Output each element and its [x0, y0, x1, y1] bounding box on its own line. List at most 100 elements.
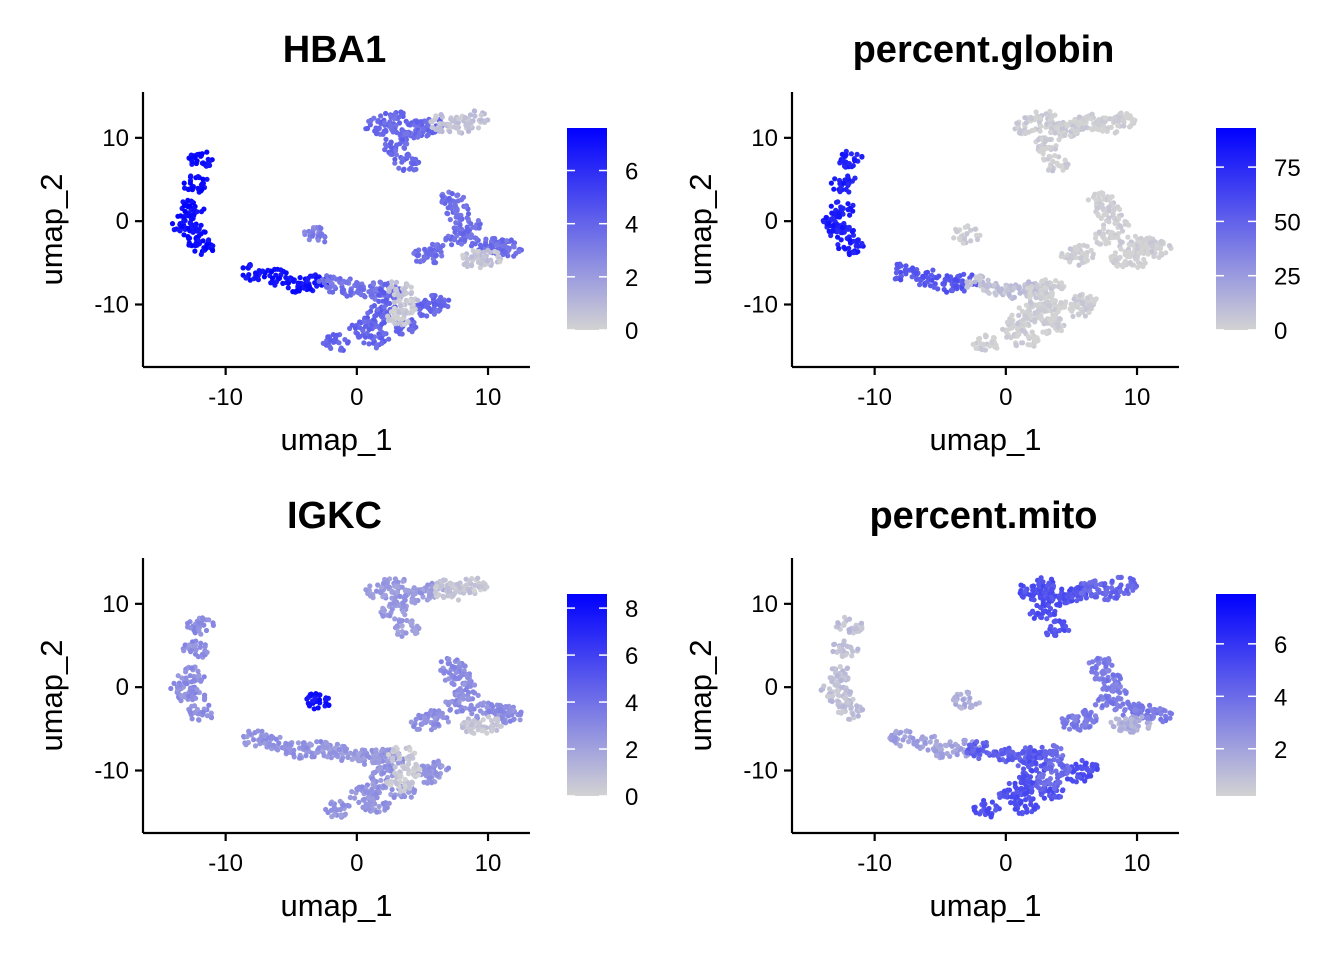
cell-point: [429, 293, 435, 299]
cell-point: [1051, 619, 1057, 625]
cell-point: [182, 208, 188, 214]
cell-point: [195, 185, 201, 191]
cell-point: [1115, 672, 1121, 678]
cell-point: [322, 239, 328, 245]
cell-point: [185, 225, 191, 231]
cell-point: [467, 590, 473, 596]
cell-point: [452, 229, 458, 235]
cell-point: [1109, 585, 1115, 591]
cell-point: [999, 751, 1005, 757]
cell-point: [386, 285, 393, 291]
cell-point: [360, 328, 366, 334]
y-axis-title: umap_2: [683, 173, 718, 285]
cell-point: [460, 252, 466, 258]
cell-point: [470, 248, 476, 254]
cell-point: [1088, 247, 1094, 253]
cell-point: [1033, 114, 1039, 120]
cell-point: [475, 259, 482, 265]
cell-point: [1070, 778, 1076, 784]
cell-point: [1038, 314, 1044, 320]
y-tick-label: -10: [743, 292, 778, 319]
cell-point: [367, 288, 373, 295]
cell-point: [841, 163, 848, 169]
cell-point: [837, 189, 843, 195]
cell-point: [1125, 234, 1131, 240]
cell-point: [942, 742, 948, 748]
cell-point: [1117, 684, 1123, 690]
cell-point: [295, 281, 301, 288]
cell-point: [473, 253, 479, 259]
cell-point: [964, 279, 970, 285]
cell-point: [1019, 593, 1025, 599]
cell-point: [974, 739, 980, 745]
cell-point: [365, 318, 371, 325]
cell-point: [1082, 313, 1088, 319]
cell-point: [371, 303, 377, 309]
cell-point: [469, 711, 475, 717]
cell-point: [371, 783, 377, 789]
cell-point: [208, 710, 214, 716]
cell-point: [445, 765, 452, 771]
cell-point: [1100, 232, 1106, 238]
cell-point: [1073, 254, 1079, 261]
cell-point: [842, 614, 848, 620]
cell-point: [377, 279, 383, 285]
cell-point: [262, 740, 268, 746]
cell-point: [402, 321, 408, 327]
cell-point: [493, 242, 499, 248]
cell-point: [511, 244, 517, 250]
cell-point: [404, 154, 410, 160]
cell-point: [415, 253, 421, 259]
cell-point: [1087, 580, 1093, 586]
cell-point: [922, 740, 928, 746]
cell-point: [1057, 316, 1063, 322]
cell-point: [358, 284, 364, 290]
cell-point: [1004, 319, 1010, 325]
cell-point: [1040, 579, 1046, 585]
cell-point: [1073, 586, 1079, 592]
cell-point: [392, 156, 398, 162]
cell-point: [189, 716, 195, 722]
colorbar-label: 0: [625, 784, 638, 811]
cell-point: [197, 644, 203, 650]
cell-point: [1082, 761, 1088, 767]
cell-point: [355, 756, 361, 762]
cell-point: [425, 123, 431, 129]
cell-point: [1112, 115, 1118, 121]
cell-point: [306, 703, 313, 709]
cell-point: [1109, 235, 1115, 241]
cell-point: [210, 247, 216, 254]
cell-point: [205, 156, 211, 162]
cell-point: [1109, 578, 1115, 584]
cell-point: [1122, 707, 1128, 713]
cell-point: [459, 672, 465, 678]
cell-point: [394, 623, 400, 629]
cell-point: [1151, 253, 1157, 259]
cell-point: [339, 289, 346, 295]
cell-point: [384, 779, 390, 785]
cell-point: [179, 675, 185, 681]
cell-point: [826, 686, 833, 692]
cell-point: [364, 125, 371, 132]
cell-point: [1018, 786, 1024, 792]
cell-point: [409, 597, 415, 603]
cell-point: [1025, 342, 1031, 348]
cell-point: [504, 238, 510, 244]
cell-point: [1008, 335, 1014, 341]
cell-point: [1076, 114, 1082, 120]
cell-point: [199, 180, 206, 187]
cell-point: [1103, 589, 1109, 595]
cell-point: [1059, 716, 1065, 722]
cell-point: [1057, 163, 1063, 169]
cell-point: [400, 578, 406, 584]
cell-point: [189, 187, 195, 193]
cell-point: [1035, 610, 1041, 616]
cell-point: [1030, 609, 1036, 615]
cell-point: [1069, 304, 1075, 310]
cell-point: [949, 743, 955, 749]
cell-point: [404, 130, 410, 137]
cell-point: [332, 337, 338, 343]
cell-point: [1153, 242, 1159, 248]
cell-point: [1090, 254, 1096, 261]
cell-point: [190, 229, 196, 235]
